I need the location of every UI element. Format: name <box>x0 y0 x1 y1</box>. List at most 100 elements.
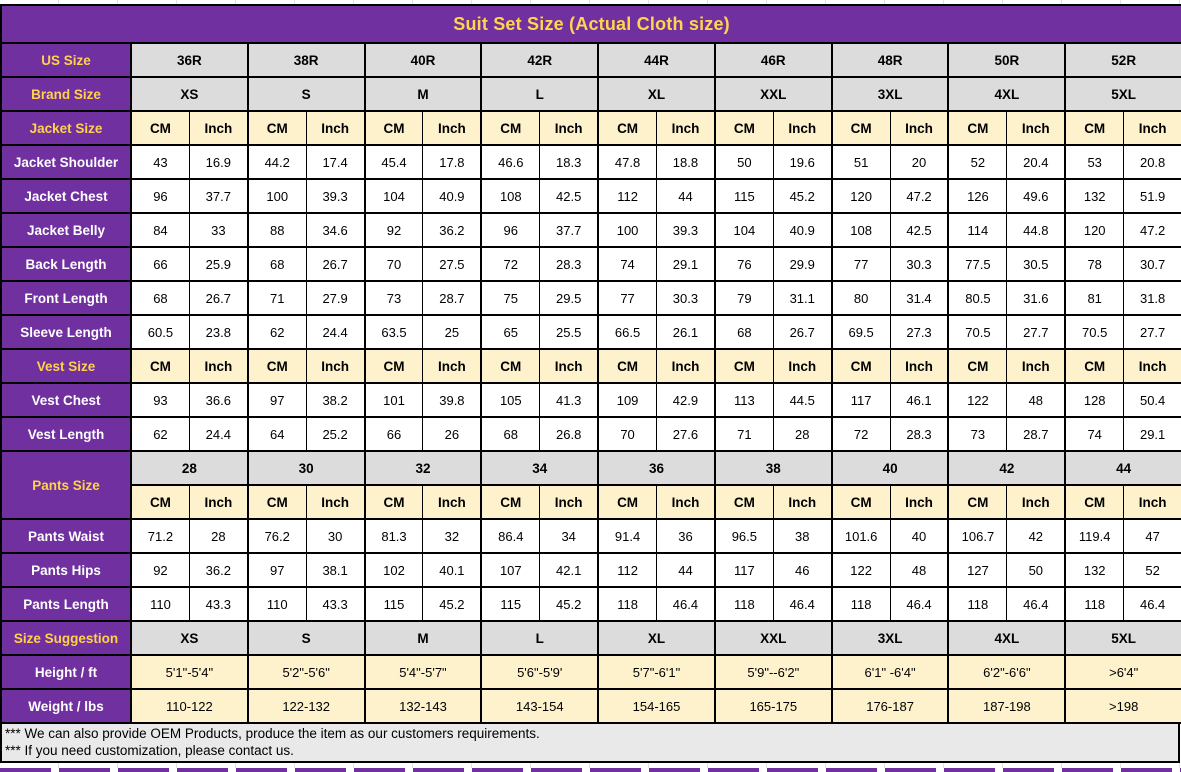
measure-inch-cell: 40.9 <box>422 178 483 214</box>
unit-cm-header: CM <box>363 110 424 146</box>
unit-inch-header: Inch <box>1006 110 1067 146</box>
unit-inch-header: Inch <box>1123 110 1181 146</box>
suit-size-chart-table: Suit Set Size (Actual Cloth size) US Size… <box>0 4 1181 724</box>
page-title: Suit Set Size (Actual Cloth size) <box>0 4 1181 44</box>
measure-inch-cell: 46.4 <box>772 586 833 622</box>
measure-inch-cell: 17.8 <box>422 144 483 180</box>
pants-size-cell: 36 <box>597 450 716 486</box>
measure-inch-cell: 38.1 <box>305 552 366 588</box>
measure-cm-cell: 62 <box>246 314 307 350</box>
measure-cm-cell: 115 <box>713 178 774 214</box>
unit-inch-header: Inch <box>772 110 833 146</box>
weight-range-cell: 122-132 <box>246 688 366 724</box>
row-label-jacket-chest: Jacket Chest <box>0 178 132 214</box>
measure-cm-cell: 81.3 <box>363 518 424 554</box>
us-size-cell: 48R <box>830 42 950 78</box>
measure-inch-cell: 24.4 <box>305 314 366 350</box>
row-label-size-suggestion: Size Suggestion <box>0 620 132 656</box>
weight-range-cell: >198 <box>1064 688 1181 724</box>
measure-cm-cell: 120 <box>1064 212 1125 248</box>
height-range-cell: 5'6"-5'9' <box>480 654 600 690</box>
weight-range-cell: 110-122 <box>130 688 249 724</box>
unit-inch-header: Inch <box>1123 348 1181 384</box>
measure-cm-cell: 70 <box>363 246 424 282</box>
unit-inch-header: Inch <box>889 110 950 146</box>
measure-cm-cell: 43 <box>129 144 190 180</box>
measure-inch-cell: 52 <box>1123 552 1181 588</box>
unit-cm-header: CM <box>597 348 658 384</box>
measure-inch-cell: 44 <box>656 178 716 214</box>
measure-inch-cell: 31.6 <box>1006 280 1067 316</box>
height-range-cell: 5'1"-5'4" <box>130 654 249 690</box>
measure-inch-cell: 43.3 <box>188 586 249 622</box>
measure-cm-cell: 110 <box>129 586 190 622</box>
measure-cm-cell: 122 <box>947 382 1008 418</box>
measure-inch-cell: 29.1 <box>1123 416 1181 452</box>
unit-cm-header: CM <box>129 348 190 384</box>
pants-size-cell: 38 <box>713 450 833 486</box>
measure-inch-cell: 28 <box>772 416 833 452</box>
unit-cm-header: CM <box>246 110 307 146</box>
unit-cm-header: CM <box>246 348 307 384</box>
suggestion-size-cell: S <box>246 620 366 656</box>
measure-cm-cell: 77.5 <box>947 246 1008 282</box>
measure-inch-cell: 44.8 <box>1006 212 1067 248</box>
row-label-vest-chest: Vest Chest <box>0 382 132 418</box>
height-range-cell: 5'9"--6'2" <box>713 654 833 690</box>
measure-cm-cell: 64 <box>246 416 307 452</box>
pants-size-cell: 28 <box>130 450 249 486</box>
measure-inch-cell: 38.2 <box>305 382 366 418</box>
measure-cm-cell: 68 <box>480 416 541 452</box>
measure-cm-cell: 72 <box>480 246 541 282</box>
row-label-pants-hips: Pants Hips <box>0 552 132 588</box>
measure-cm-cell: 44.2 <box>246 144 307 180</box>
brand-size-cell: XXL <box>713 76 833 112</box>
measure-inch-cell: 26.7 <box>772 314 833 350</box>
measure-inch-cell: 42.5 <box>539 178 600 214</box>
weight-range-cell: 176-187 <box>830 688 950 724</box>
measure-cm-cell: 80 <box>830 280 891 316</box>
measure-cm-cell: 115 <box>480 586 541 622</box>
measure-cm-cell: 92 <box>363 212 424 248</box>
measure-cm-cell: 97 <box>246 552 307 588</box>
pants-size-cell: 44 <box>1064 450 1181 486</box>
measure-cm-cell: 110 <box>246 586 307 622</box>
row-label-sleeve-length: Sleeve Length <box>0 314 132 350</box>
measure-inch-cell: 28.3 <box>889 416 950 452</box>
measure-inch-cell: 36 <box>656 518 716 554</box>
measure-inch-cell: 48 <box>1006 382 1067 418</box>
unit-inch-header: Inch <box>305 110 366 146</box>
unit-cm-header: CM <box>129 484 190 520</box>
weight-range-cell: 165-175 <box>713 688 833 724</box>
measure-cm-cell: 97 <box>246 382 307 418</box>
unit-cm-header: CM <box>1064 484 1125 520</box>
us-size-cell: 38R <box>246 42 366 78</box>
measure-cm-cell: 60.5 <box>129 314 190 350</box>
measure-inch-cell: 46.1 <box>889 382 950 418</box>
measure-cm-cell: 88 <box>246 212 307 248</box>
measure-cm-cell: 112 <box>597 178 658 214</box>
measure-inch-cell: 47.2 <box>889 178 950 214</box>
row-label-weight: Weight / lbs <box>0 688 132 724</box>
measure-inch-cell: 44.5 <box>772 382 833 418</box>
unit-cm-header: CM <box>713 110 774 146</box>
measure-cm-cell: 65 <box>480 314 541 350</box>
measure-inch-cell: 30.3 <box>889 246 950 282</box>
measure-inch-cell: 33 <box>188 212 249 248</box>
unit-cm-header: CM <box>947 348 1008 384</box>
measure-cm-cell: 93 <box>129 382 190 418</box>
measure-cm-cell: 78 <box>1064 246 1125 282</box>
measure-cm-cell: 71 <box>246 280 307 316</box>
unit-cm-header: CM <box>480 348 541 384</box>
measure-cm-cell: 118 <box>947 586 1008 622</box>
measure-cm-cell: 76.2 <box>246 518 307 554</box>
brand-size-cell: S <box>246 76 366 112</box>
measure-inch-cell: 26 <box>422 416 483 452</box>
us-size-cell: 46R <box>713 42 833 78</box>
measure-cm-cell: 50 <box>713 144 774 180</box>
measure-cm-cell: 68 <box>713 314 774 350</box>
height-range-cell: 5'2"-5'6" <box>246 654 366 690</box>
measure-cm-cell: 75 <box>480 280 541 316</box>
measure-inch-cell: 29.5 <box>539 280 600 316</box>
row-label-front-length: Front Length <box>0 280 132 316</box>
